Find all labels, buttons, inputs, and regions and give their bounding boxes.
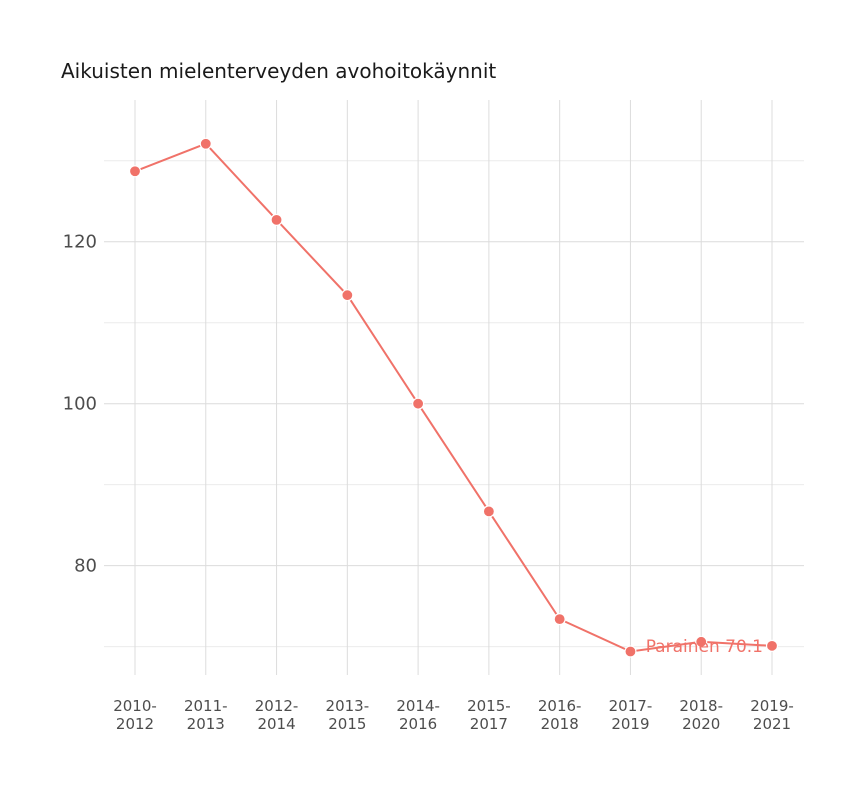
data-point — [695, 635, 708, 648]
series-line — [134, 142, 773, 653]
data-point — [270, 213, 283, 226]
data-point — [341, 289, 354, 302]
series-group — [128, 137, 779, 658]
data-point — [765, 639, 779, 652]
x-tick-label: 2011-2013 — [184, 697, 228, 733]
data-point — [553, 613, 566, 626]
grid — [104, 100, 804, 675]
x-tick-label: 2019-2021 — [750, 697, 794, 733]
x-tick-label: 2014-2016 — [396, 697, 440, 733]
x-tick-label: 2017-2019 — [609, 697, 653, 733]
data-point — [482, 505, 495, 518]
x-tick-label: 2018-2020 — [679, 697, 723, 733]
x-tick-label: 2012-2014 — [255, 697, 299, 733]
x-tick-label: 2013-2015 — [326, 697, 370, 733]
data-point — [128, 165, 142, 178]
data-point — [624, 645, 637, 658]
y-tick-label: 80 — [74, 556, 97, 577]
series-end-label: Parainen 70.1 — [646, 637, 763, 657]
chart-title: Aikuisten mielenterveyden avohoitokäynni… — [61, 59, 496, 83]
y-tick-label: 120 — [63, 232, 97, 253]
x-tick-label: 2015-2017 — [467, 697, 511, 733]
y-axis-ticks: 80 100 120 — [63, 232, 97, 577]
data-point — [199, 137, 212, 150]
x-tick-label: 2010-2012 — [113, 697, 157, 733]
data-point — [412, 397, 425, 410]
x-axis-ticks: 2010-2012 2011-2013 2012-2014 2013-2015 2014… — [113, 697, 794, 733]
y-tick-label: 100 — [63, 394, 97, 415]
x-tick-label: 2016-2018 — [538, 697, 582, 733]
